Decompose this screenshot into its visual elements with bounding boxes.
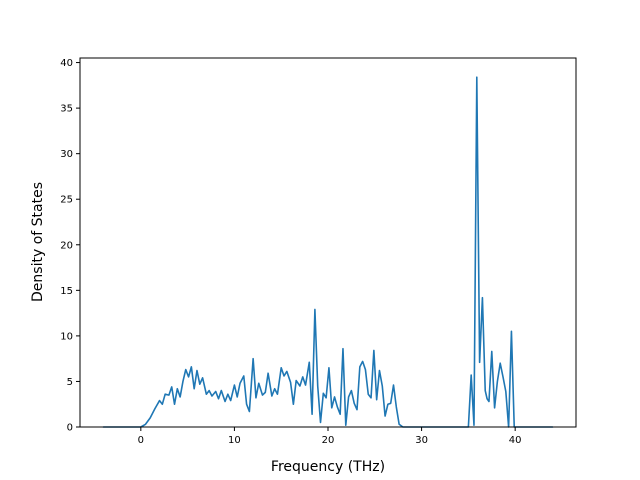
- y-tick-label: 5: [67, 377, 73, 388]
- y-tick-label: 25: [60, 195, 73, 206]
- y-tick-label: 20: [60, 240, 73, 251]
- y-tick-label: 10: [60, 331, 73, 342]
- y-tick-label: 0: [67, 423, 73, 434]
- x-tick-label: 0: [138, 435, 144, 446]
- y-tick-label: 35: [60, 104, 73, 115]
- plot-area: [80, 58, 576, 427]
- y-tick-label: 40: [60, 58, 73, 69]
- y-tick-label: 30: [60, 149, 73, 160]
- x-tick-label: 30: [415, 435, 428, 446]
- x-tick-label: 20: [322, 435, 335, 446]
- x-tick-label: 10: [228, 435, 241, 446]
- x-axis-ticks: 0 10 20 30 40: [138, 427, 522, 446]
- dos-series-line: [102, 76, 554, 428]
- y-tick-label: 15: [60, 286, 73, 297]
- x-tick-label: 40: [509, 435, 522, 446]
- y-axis-ticks: 0 5 10 15 20 25 30 35 40: [60, 58, 80, 434]
- series-layer: [102, 76, 554, 428]
- y-axis-title: Density of States: [30, 182, 46, 302]
- x-axis-title: Frequency (THz): [271, 459, 385, 475]
